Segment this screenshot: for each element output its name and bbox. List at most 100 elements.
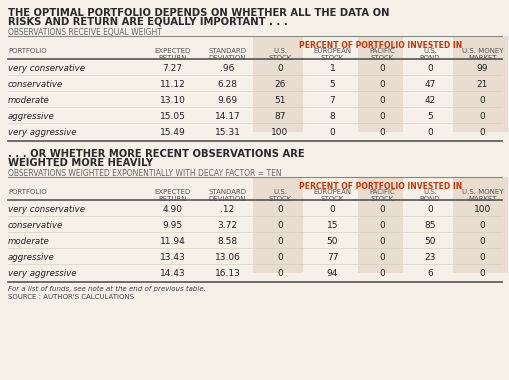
Text: conservative: conservative <box>8 221 63 230</box>
Text: moderate: moderate <box>8 237 50 246</box>
Text: 0: 0 <box>276 269 282 278</box>
Text: 6.28: 6.28 <box>217 80 237 89</box>
Text: 0: 0 <box>478 96 485 105</box>
Text: aggressive: aggressive <box>8 112 54 121</box>
Text: 42: 42 <box>423 96 435 105</box>
Text: .12: .12 <box>220 205 234 214</box>
Text: 26: 26 <box>274 80 285 89</box>
Bar <box>452 36 507 132</box>
Text: 0: 0 <box>478 128 485 137</box>
Text: 23: 23 <box>423 253 435 262</box>
Text: 16.13: 16.13 <box>214 269 240 278</box>
Text: 11.94: 11.94 <box>159 237 185 246</box>
Text: very aggressive: very aggressive <box>8 128 76 137</box>
Text: 0: 0 <box>379 80 385 89</box>
Text: PERCENT OF PORTFOLIO INVESTED IN: PERCENT OF PORTFOLIO INVESTED IN <box>298 182 461 191</box>
Text: 0: 0 <box>427 128 432 137</box>
Text: 51: 51 <box>274 96 285 105</box>
Text: 0: 0 <box>329 128 335 137</box>
Text: 77: 77 <box>326 253 337 262</box>
Text: 21: 21 <box>476 80 487 89</box>
Text: 4.90: 4.90 <box>162 205 182 214</box>
Text: EXPECTED
RETURN: EXPECTED RETURN <box>154 189 190 202</box>
Text: STANDARD
DEVIATION: STANDARD DEVIATION <box>208 189 246 202</box>
Text: 0: 0 <box>478 253 485 262</box>
Text: 0: 0 <box>379 128 385 137</box>
Text: 0: 0 <box>478 269 485 278</box>
Text: 0: 0 <box>379 64 385 73</box>
Text: 0: 0 <box>379 269 385 278</box>
Text: PORTFOLIO: PORTFOLIO <box>8 48 46 54</box>
Text: U.S.
BOND: U.S. BOND <box>419 189 439 202</box>
Text: 85: 85 <box>423 221 435 230</box>
Text: . . . OR WHETHER MORE RECENT OBSERVATIONS ARE: . . . OR WHETHER MORE RECENT OBSERVATION… <box>8 149 304 159</box>
Text: very conservative: very conservative <box>8 205 85 214</box>
Bar <box>357 177 402 273</box>
Text: 50: 50 <box>423 237 435 246</box>
Text: 0: 0 <box>478 237 485 246</box>
Text: 0: 0 <box>478 112 485 121</box>
Text: OBSERVATIONS RECEIVE EQUAL WEIGHT: OBSERVATIONS RECEIVE EQUAL WEIGHT <box>8 28 161 37</box>
Text: RISKS AND RETURN ARE EQUALLY IMPORTANT . . .: RISKS AND RETURN ARE EQUALLY IMPORTANT .… <box>8 17 287 27</box>
Text: 15.05: 15.05 <box>159 112 185 121</box>
Text: EXPECTED
RETURN: EXPECTED RETURN <box>154 48 190 61</box>
Text: 8: 8 <box>329 112 335 121</box>
Text: EUROPEAN
STOCK: EUROPEAN STOCK <box>313 189 351 202</box>
Text: .96: .96 <box>220 64 234 73</box>
Bar <box>252 36 302 132</box>
Text: 47: 47 <box>423 80 435 89</box>
Text: PORTFOLIO: PORTFOLIO <box>8 189 46 195</box>
Text: 15.49: 15.49 <box>159 128 185 137</box>
Text: 0: 0 <box>427 205 432 214</box>
Text: STANDARD
DEVIATION: STANDARD DEVIATION <box>208 48 246 61</box>
Text: 14.17: 14.17 <box>214 112 240 121</box>
Text: PACIFIC
STOCK: PACIFIC STOCK <box>369 189 394 202</box>
Text: 3.72: 3.72 <box>217 221 237 230</box>
Text: 87: 87 <box>274 112 285 121</box>
Text: aggressive: aggressive <box>8 253 54 262</box>
Text: 15.31: 15.31 <box>214 128 240 137</box>
Text: 100: 100 <box>473 205 490 214</box>
Text: 0: 0 <box>379 96 385 105</box>
Text: 14.43: 14.43 <box>159 269 185 278</box>
Text: WEIGHTED MORE HEAVILY: WEIGHTED MORE HEAVILY <box>8 158 153 168</box>
Text: 0: 0 <box>379 253 385 262</box>
Text: 0: 0 <box>276 205 282 214</box>
Text: 7.27: 7.27 <box>162 64 182 73</box>
Text: 11.12: 11.12 <box>159 80 185 89</box>
Text: For a list of funds, see note at the end of previous table.: For a list of funds, see note at the end… <box>8 286 206 292</box>
Text: 0: 0 <box>329 205 335 214</box>
Bar <box>357 36 402 132</box>
Text: THE OPTIMAL PORTFOLIO DEPENDS ON WHETHER ALL THE DATA ON: THE OPTIMAL PORTFOLIO DEPENDS ON WHETHER… <box>8 8 389 18</box>
Text: U.S. MONEY
MARKET: U.S. MONEY MARKET <box>461 48 502 61</box>
Text: 99: 99 <box>476 64 487 73</box>
Text: 0: 0 <box>379 205 385 214</box>
Text: conservative: conservative <box>8 80 63 89</box>
Bar <box>452 177 507 273</box>
Text: 100: 100 <box>271 128 288 137</box>
Text: 13.06: 13.06 <box>214 253 240 262</box>
Text: 9.95: 9.95 <box>162 221 182 230</box>
Text: 5: 5 <box>427 112 432 121</box>
Text: 94: 94 <box>326 269 337 278</box>
Text: U.S. MONEY
MARKET: U.S. MONEY MARKET <box>461 189 502 202</box>
Text: U.S.
STOCK: U.S. STOCK <box>268 48 291 61</box>
Text: 13.10: 13.10 <box>159 96 185 105</box>
Text: 5: 5 <box>329 80 335 89</box>
Text: moderate: moderate <box>8 96 50 105</box>
Text: 0: 0 <box>276 221 282 230</box>
Text: U.S.
STOCK: U.S. STOCK <box>268 189 291 202</box>
Text: 6: 6 <box>427 269 432 278</box>
Text: 7: 7 <box>329 96 335 105</box>
Text: EUROPEAN
STOCK: EUROPEAN STOCK <box>313 48 351 61</box>
Text: PERCENT OF PORTFOLIO INVESTED IN: PERCENT OF PORTFOLIO INVESTED IN <box>298 41 461 50</box>
Text: 0: 0 <box>276 64 282 73</box>
Text: 9.69: 9.69 <box>217 96 237 105</box>
Text: 0: 0 <box>478 221 485 230</box>
Text: U.S.
BOND: U.S. BOND <box>419 48 439 61</box>
Text: 0: 0 <box>276 253 282 262</box>
Text: 0: 0 <box>379 237 385 246</box>
Text: very conservative: very conservative <box>8 64 85 73</box>
Text: 0: 0 <box>379 112 385 121</box>
Text: 15: 15 <box>326 221 337 230</box>
